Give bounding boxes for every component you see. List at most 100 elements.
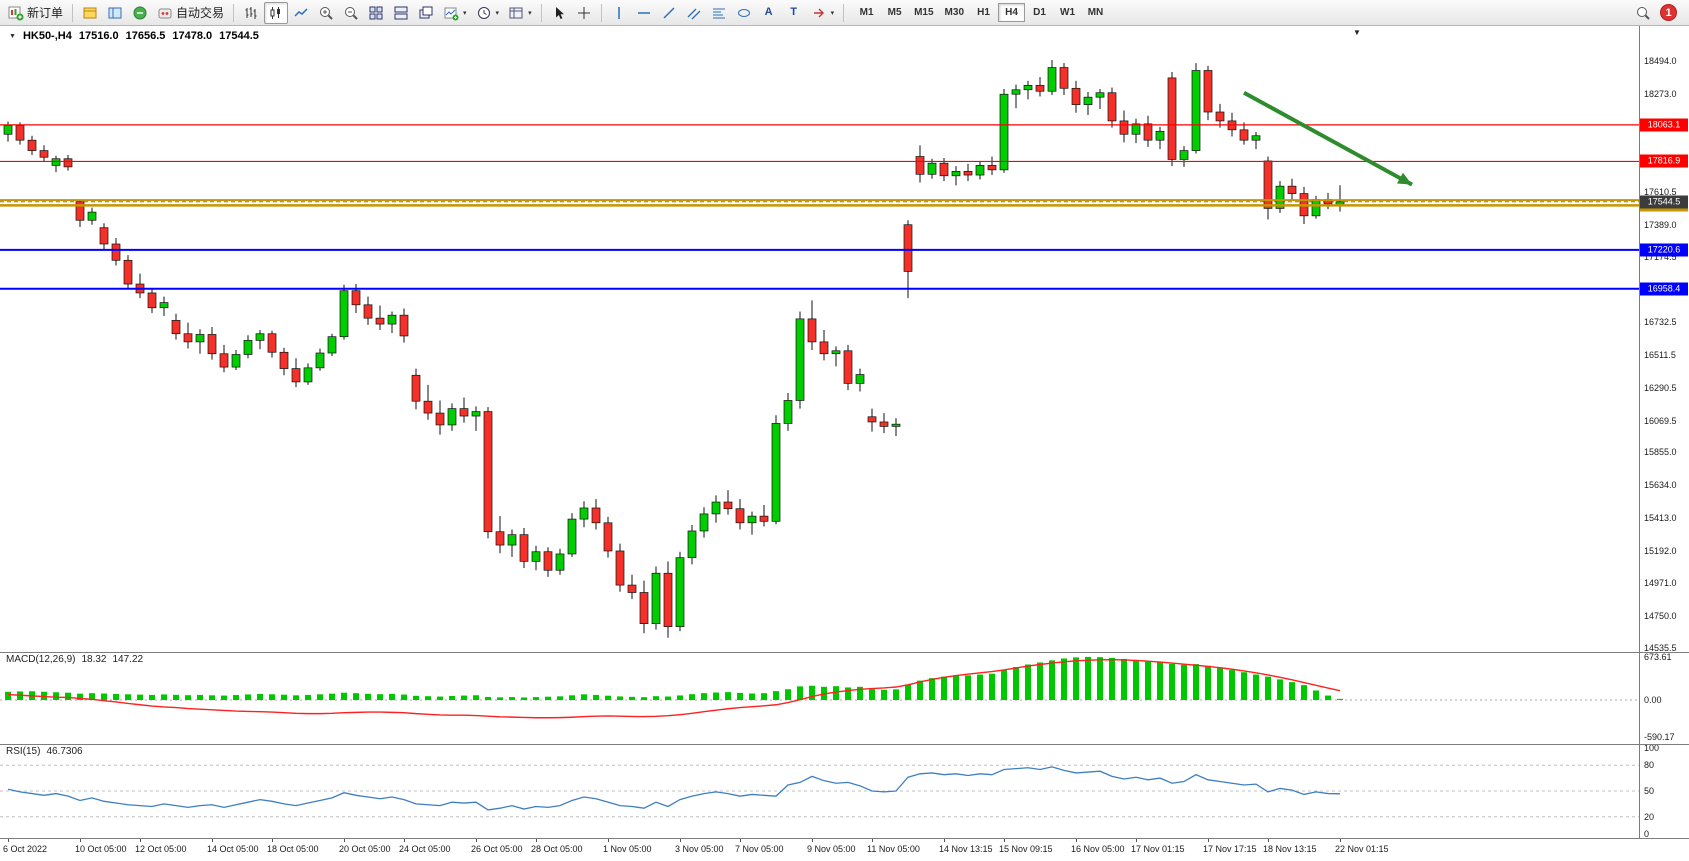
- chart-canvas[interactable]: [0, 26, 1639, 838]
- rsi-line: [7, 766, 1341, 811]
- notification-badge[interactable]: 1: [1660, 4, 1677, 21]
- price-tick-label: 14535.5: [1644, 643, 1677, 654]
- text-button[interactable]: A: [757, 2, 781, 24]
- macd-signal-line: [7, 658, 1341, 719]
- caret-icon: ▾: [830, 9, 835, 17]
- tile-windows-button[interactable]: [364, 2, 388, 24]
- toolbar-separator: [540, 3, 542, 22]
- timeframe-w1-button[interactable]: W1: [1054, 3, 1081, 22]
- chart-menu-icon: ▼: [9, 32, 16, 40]
- macd-histogram-bar: [989, 673, 995, 700]
- text-label-button[interactable]: T: [782, 2, 806, 24]
- templates-button[interactable]: ▾: [504, 2, 536, 24]
- rsi-value: 46.7306: [46, 746, 83, 757]
- macd-main-value: 18.32: [81, 654, 107, 665]
- macd-histogram-bar: [113, 693, 119, 700]
- candle-body: [15, 125, 25, 141]
- new-order-button[interactable]: 新订单: [4, 2, 67, 24]
- macd-histogram-bar: [1085, 656, 1091, 700]
- macd-histogram-bar: [785, 689, 791, 700]
- trendline-button[interactable]: [657, 2, 681, 24]
- time-tick: [1268, 839, 1269, 842]
- terminal-button[interactable]: [128, 2, 152, 24]
- ellipse-icon: [737, 8, 750, 17]
- candle-body: [27, 139, 37, 151]
- candle-body: [603, 522, 613, 552]
- time-tick: [404, 839, 405, 842]
- candle-body: [255, 333, 265, 341]
- macd-histogram-bar: [1253, 674, 1259, 700]
- rsi-scale-label: 100: [1644, 743, 1660, 753]
- chart-candles-button[interactable]: [264, 1, 289, 24]
- zoom-out-button[interactable]: [339, 2, 363, 24]
- trend-arrow[interactable]: [1243, 90, 1413, 187]
- new-chart-button[interactable]: ▾: [439, 2, 471, 24]
- chart-bars-button[interactable]: [239, 2, 263, 24]
- timeframe-m30-button[interactable]: M30: [940, 3, 969, 22]
- arrange-windows-button[interactable]: [389, 2, 413, 24]
- rsi-scale-label: 0: [1644, 829, 1650, 839]
- channel-button[interactable]: [682, 2, 706, 24]
- macd-histogram-bar: [269, 694, 275, 700]
- macd-histogram-bar: [185, 695, 191, 700]
- periods-button[interactable]: ▾: [472, 2, 504, 24]
- zoom-in-button[interactable]: [314, 2, 338, 24]
- price-tick-label: 15634.0: [1644, 480, 1677, 491]
- time-tick-label: 22 Nov 01:15: [1335, 844, 1389, 854]
- candle-body: [687, 530, 697, 559]
- timeframe-m1-button[interactable]: M1: [853, 3, 880, 22]
- price-level-badge: 18063.1: [1640, 118, 1688, 132]
- candle-body: [699, 513, 709, 532]
- chart-open-value: 17516.0: [78, 30, 119, 42]
- time-tick: [80, 839, 81, 842]
- timeframe-m5-button[interactable]: M5: [881, 3, 908, 22]
- candle-body: [951, 170, 961, 177]
- candle-body: [51, 158, 61, 166]
- timeframe-h4-button[interactable]: H4: [998, 3, 1025, 22]
- macd-histogram-bar: [89, 693, 95, 700]
- candle-body: [831, 350, 841, 355]
- macd-histogram-bar: [341, 692, 347, 700]
- cursor-button[interactable]: [547, 2, 571, 24]
- vertical-line-button[interactable]: [607, 2, 631, 24]
- cascade-windows-button[interactable]: [414, 2, 438, 24]
- time-tick: [344, 839, 345, 842]
- macd-histogram-bar: [1229, 670, 1235, 700]
- candle-body: [399, 314, 409, 337]
- chart-line-button[interactable]: [289, 2, 313, 24]
- candle-body: [519, 534, 529, 562]
- chart-shift-marker[interactable]: ▼: [1353, 28, 1361, 37]
- trend-arrow-head: [1397, 172, 1412, 185]
- timeframe-h1-button[interactable]: H1: [970, 3, 997, 22]
- fibonacci-icon: [712, 8, 725, 18]
- macd-histogram-bar: [557, 696, 563, 700]
- macd-histogram-bar: [1169, 663, 1175, 700]
- macd-pane-separator[interactable]: [0, 652, 1689, 653]
- navigator-button[interactable]: [103, 2, 127, 24]
- timeframe-m15-button[interactable]: M15: [909, 3, 938, 22]
- candle-body: [63, 158, 73, 168]
- time-tick: [944, 839, 945, 842]
- macd-name: MACD(12,26,9): [6, 654, 76, 665]
- candle-body: [1131, 123, 1141, 135]
- caret-icon: ▾: [495, 9, 500, 17]
- timeframe-mn-button[interactable]: MN: [1082, 3, 1109, 22]
- shapes-button[interactable]: [732, 2, 756, 24]
- market-watch-button[interactable]: [78, 2, 102, 24]
- macd-histogram-bar: [125, 694, 131, 700]
- auto-trading-button[interactable]: 自动交易: [153, 2, 228, 24]
- time-tick: [1136, 839, 1137, 842]
- fibonacci-button[interactable]: [707, 2, 731, 24]
- macd-histogram-bar: [1217, 667, 1223, 700]
- candle-body: [747, 515, 757, 524]
- label-tool-icon: T: [790, 6, 797, 18]
- timeframe-d1-button[interactable]: D1: [1026, 3, 1053, 22]
- time-axis[interactable]: 6 Oct 2022 10 Oct 05:00 12 Oct 05:00 14 Oct…: [0, 839, 1639, 861]
- crosshair-button[interactable]: [572, 2, 596, 24]
- arrows-button[interactable]: ▾: [807, 2, 839, 24]
- horizontal-line-button[interactable]: [632, 2, 656, 24]
- search-button[interactable]: [1631, 2, 1655, 24]
- rsi-pane-separator[interactable]: [0, 744, 1689, 745]
- price-axis[interactable]: 18494.0 18273.0 17610.5 17389.0 17174.5 16732…: [1640, 26, 1689, 839]
- macd-histogram-bar: [101, 693, 107, 700]
